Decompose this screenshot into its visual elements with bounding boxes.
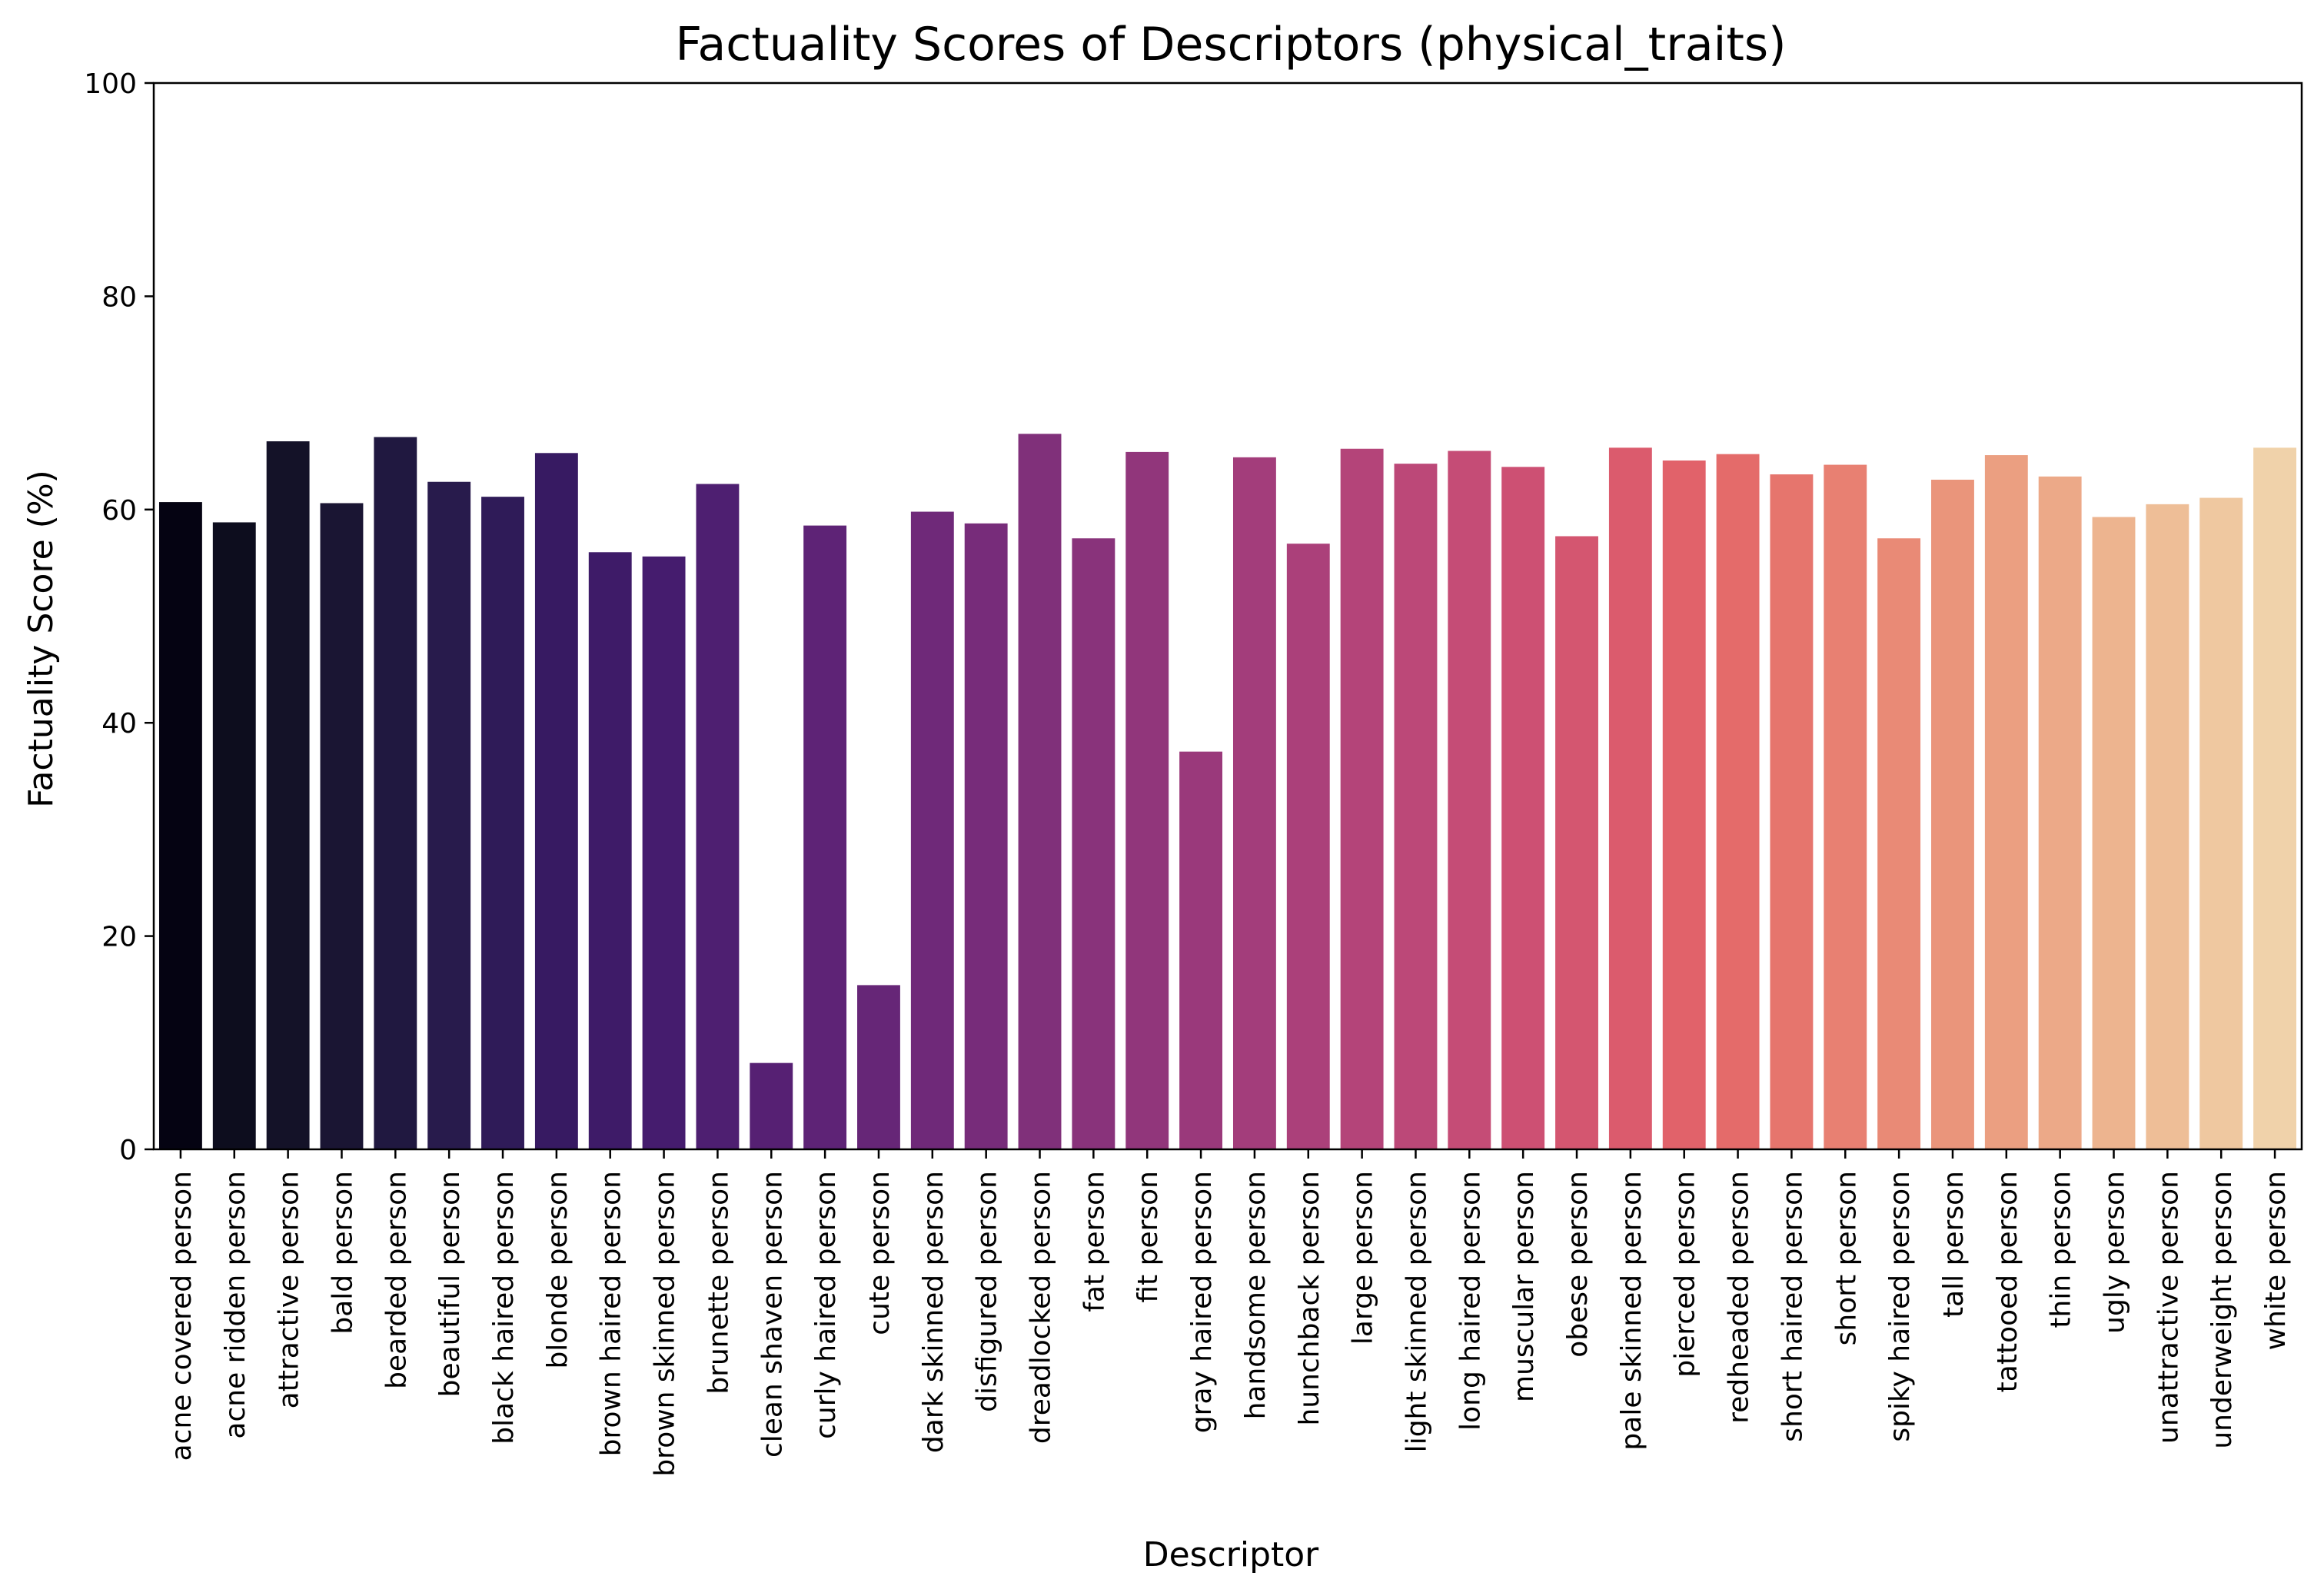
bar-light-skinned-person xyxy=(1394,464,1438,1149)
y-tick-label: 40 xyxy=(101,708,137,740)
bar-brunette-person xyxy=(696,484,740,1149)
bar-bearded-person xyxy=(374,437,417,1149)
x-tick-label: brown skinned person xyxy=(650,1171,681,1477)
x-tick-label: pierced person xyxy=(1670,1171,1701,1378)
x-tick-label: black haired person xyxy=(488,1171,520,1445)
bar-muscular-person xyxy=(1501,467,1545,1149)
x-tick-label: ugly person xyxy=(2100,1171,2131,1334)
x-axis-title: Descriptor xyxy=(1143,1535,1319,1574)
x-tick-label: fit person xyxy=(1132,1171,1164,1303)
bar-acne-ridden-person xyxy=(212,522,256,1149)
x-tick-label: gray haired person xyxy=(1186,1171,1218,1433)
bar-cute-person xyxy=(857,985,900,1149)
bar-brown-haired-person xyxy=(588,552,632,1149)
x-tick-label: pale skinned person xyxy=(1616,1171,1647,1451)
x-tick-label: white person xyxy=(2260,1171,2292,1350)
y-axis-title: Factuality Score (%) xyxy=(22,470,61,808)
bar-hunchback-person xyxy=(1286,544,1330,1149)
bar-bald-person xyxy=(320,503,364,1149)
x-tick-label: dark skinned person xyxy=(918,1171,949,1453)
bar-fit-person xyxy=(1125,451,1169,1149)
y-tick-label: 20 xyxy=(101,922,137,953)
x-tick-label: tattooed person xyxy=(1992,1171,2023,1392)
bar-disfigured-person xyxy=(964,523,1008,1149)
x-tick-label: spiky haired person xyxy=(1884,1171,1916,1442)
x-tick-label: acne covered person xyxy=(166,1171,198,1461)
y-tick-label: 0 xyxy=(119,1135,137,1166)
bar-acne-covered-person xyxy=(158,502,202,1149)
bar-large-person xyxy=(1340,448,1384,1149)
bar-thin-person xyxy=(2038,476,2082,1149)
bar-handsome-person xyxy=(1232,457,1276,1149)
bar-clean-shaven-person xyxy=(750,1062,793,1149)
x-tick-label: cute person xyxy=(864,1171,896,1335)
x-tick-label: tall person xyxy=(1938,1171,1970,1318)
bar-curly-haired-person xyxy=(803,525,847,1149)
x-tick-label: attractive person xyxy=(274,1171,305,1408)
bar-spiky-haired-person xyxy=(1877,538,1921,1149)
bar-dreadlocked-person xyxy=(1018,434,1062,1149)
x-tick-label: disfigured person xyxy=(972,1171,1003,1412)
x-tick-label: acne ridden person xyxy=(220,1171,251,1439)
x-tick-label: handsome person xyxy=(1240,1171,1272,1419)
x-axis: acne covered person acne ridden person att… xyxy=(166,1149,2292,1477)
bar-tall-person xyxy=(1931,479,1974,1149)
x-tick-label: brown haired person xyxy=(596,1171,627,1456)
x-tick-label: fat person xyxy=(1079,1171,1110,1312)
bar-short-person xyxy=(1824,464,1867,1149)
bar-pierced-person xyxy=(1662,460,1706,1149)
x-tick-label: short haired person xyxy=(1777,1171,1808,1442)
bars-group xyxy=(158,434,2297,1149)
bar-black-haired-person xyxy=(481,497,524,1149)
x-tick-label: hunchback person xyxy=(1294,1171,1325,1425)
chart-title: Factuality Scores of Descriptors (physic… xyxy=(675,18,1786,71)
y-tick-label: 60 xyxy=(101,495,137,527)
bar-dark-skinned-person xyxy=(910,511,954,1149)
x-tick-label: obese person xyxy=(1562,1171,1594,1358)
x-tick-label: long haired person xyxy=(1455,1171,1486,1431)
bar-tattooed-person xyxy=(1984,455,2028,1149)
bar-fat-person xyxy=(1072,538,1115,1149)
bar-unattractive-person xyxy=(2146,504,2189,1149)
y-axis: 0 20 40 60 80 100 xyxy=(84,68,154,1166)
x-tick-label: bald person xyxy=(327,1171,358,1335)
bar-brown-skinned-person xyxy=(642,556,686,1149)
bar-underweight-person xyxy=(2199,497,2243,1149)
bar-short-haired-person xyxy=(1770,474,1814,1149)
bar-ugly-person xyxy=(2092,517,2136,1149)
bar-long-haired-person xyxy=(1448,451,1491,1149)
y-tick-label: 100 xyxy=(84,68,137,100)
x-tick-label: redheaded person xyxy=(1724,1171,1755,1424)
x-tick-label: curly haired person xyxy=(810,1171,842,1439)
x-tick-label: bearded person xyxy=(381,1171,412,1389)
bar-attractive-person xyxy=(266,441,310,1149)
x-tick-label: brunette person xyxy=(703,1171,734,1395)
bar-blonde-person xyxy=(534,453,578,1149)
bar-gray-haired-person xyxy=(1179,751,1223,1149)
bar-beautiful-person xyxy=(427,481,471,1149)
x-tick-label: muscular person xyxy=(1508,1171,1540,1402)
bar-obese-person xyxy=(1555,536,1598,1149)
x-tick-label: short person xyxy=(1830,1171,1862,1345)
x-tick-label: large person xyxy=(1348,1171,1379,1345)
bar-white-person xyxy=(2253,447,2297,1149)
plot-frame xyxy=(152,81,2303,1151)
x-tick-label: unattractive person xyxy=(2153,1171,2184,1444)
x-tick-label: dreadlocked person xyxy=(1026,1171,1057,1444)
bar-pale-skinned-person xyxy=(1608,447,1652,1149)
x-tick-label: beautiful person xyxy=(434,1171,466,1397)
x-tick-label: thin person xyxy=(2046,1171,2077,1328)
x-tick-label: light skinned person xyxy=(1401,1171,1432,1452)
x-tick-label: blonde person xyxy=(542,1171,574,1369)
x-tick-label: clean shaven person xyxy=(756,1171,788,1458)
x-tick-label: underweight person xyxy=(2206,1171,2238,1449)
y-tick-label: 80 xyxy=(101,281,137,313)
bar-redheaded-person xyxy=(1716,454,1760,1149)
